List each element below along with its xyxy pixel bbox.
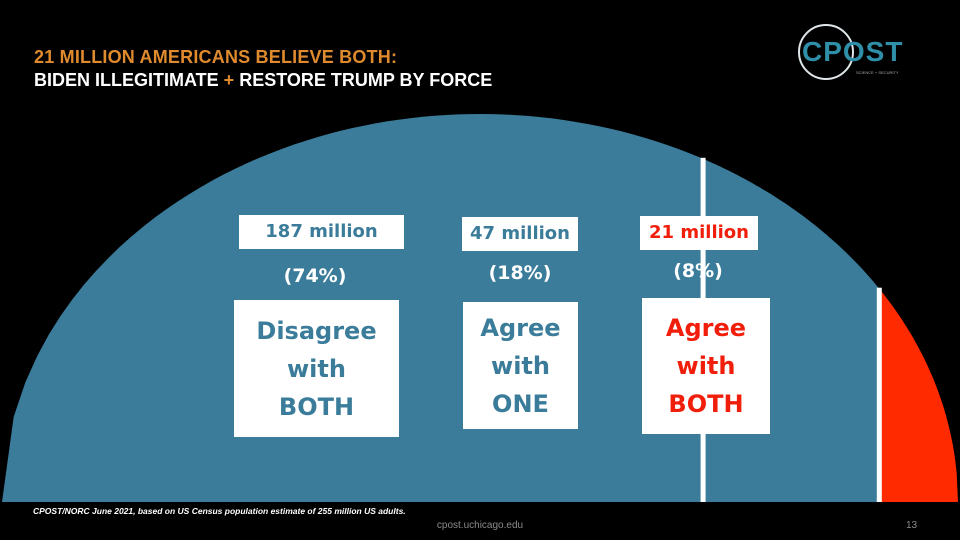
logo-subtitle: SCIENCE + SECURITY xyxy=(856,70,899,75)
count-label-agree-one: 47 million xyxy=(462,217,578,251)
percent-label-agree-both: (8%) xyxy=(673,260,723,282)
page-number: 13 xyxy=(906,520,918,531)
description-agree-one: Agree with ONE xyxy=(463,302,578,429)
cpost-logo: CPOST SCIENCE + SECURITY xyxy=(798,22,908,82)
title-line-2-b: RESTORE TRUMP BY FORCE xyxy=(234,69,493,90)
count-label-agree-both: 21 million xyxy=(640,216,758,250)
logo-text: CPOST xyxy=(802,36,904,67)
percent-label-agree-one: (18%) xyxy=(488,262,552,284)
footer-url: cpost.uchicago.edu xyxy=(436,520,524,531)
description-disagree-both: Disagree with BOTH xyxy=(234,300,399,437)
percent-label-disagree-both: (74%) xyxy=(283,265,347,287)
title-line-2-a: BIDEN ILLEGITIMATE xyxy=(34,69,224,90)
slide-title: 21 MILLION AMERICANS BELIEVE BOTH: BIDEN… xyxy=(34,46,492,91)
title-plus: + xyxy=(223,69,235,90)
slice-agree-both xyxy=(879,288,958,502)
description-agree-both: Agree with BOTH xyxy=(642,298,770,434)
count-label-disagree-both: 187 million xyxy=(239,215,404,249)
source-footnote: CPOST/NORC June 2021, based on US Census… xyxy=(33,506,406,516)
logo-ring-icon xyxy=(798,24,854,80)
divider-line-2 xyxy=(876,287,882,502)
title-line-2: BIDEN ILLEGITIMATE + RESTORE TRUMP BY FO… xyxy=(34,69,492,92)
title-line-1: 21 MILLION AMERICANS BELIEVE BOTH: xyxy=(34,47,398,67)
